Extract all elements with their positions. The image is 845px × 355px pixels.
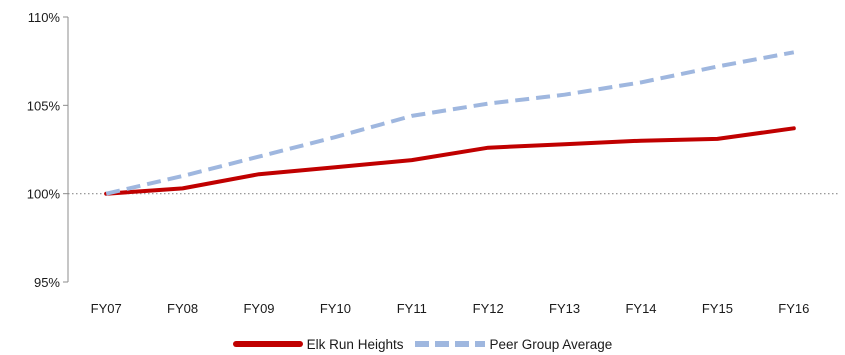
x-tick-label: FY15 bbox=[702, 301, 733, 316]
x-tick-label: FY10 bbox=[320, 301, 351, 316]
legend-item-peer-group-average: Peer Group Average bbox=[415, 337, 612, 352]
x-tick-label: FY14 bbox=[625, 301, 656, 316]
series-line-peer-group-average bbox=[105, 50, 795, 196]
x-tick-label: FY09 bbox=[243, 301, 274, 316]
line-chart: 95% 100% 105% 110% FY07 FY08 FY09 FY10 FY11 FY12 F… bbox=[27, 10, 840, 316]
x-tick-label: FY13 bbox=[549, 301, 580, 316]
x-tick-label: FY08 bbox=[167, 301, 198, 316]
x-tick-label: FY07 bbox=[91, 301, 122, 316]
y-tick-label: 110% bbox=[28, 10, 61, 25]
y-tick-label: 95% bbox=[34, 275, 60, 290]
x-tick-label: FY16 bbox=[778, 301, 809, 316]
legend-label-peer-group-average: Peer Group Average bbox=[489, 336, 613, 352]
x-tick-label: FY12 bbox=[473, 301, 504, 316]
legend-label-elk-run-heights: Elk Run Heights bbox=[306, 336, 404, 352]
legend-swatch-elk-run-heights bbox=[232, 341, 303, 347]
legend-item-elk-run-heights: Elk Run Heights bbox=[232, 336, 404, 352]
series-line-elk-run-heights bbox=[104, 126, 796, 196]
x-tick-label: FY11 bbox=[397, 301, 427, 316]
legend-swatch-peer-group-average bbox=[415, 341, 486, 347]
y-tick-label: 100% bbox=[27, 187, 61, 202]
legend: Elk Run Heights Peer Group Average bbox=[0, 333, 845, 355]
y-tick-label: 105% bbox=[27, 98, 61, 113]
